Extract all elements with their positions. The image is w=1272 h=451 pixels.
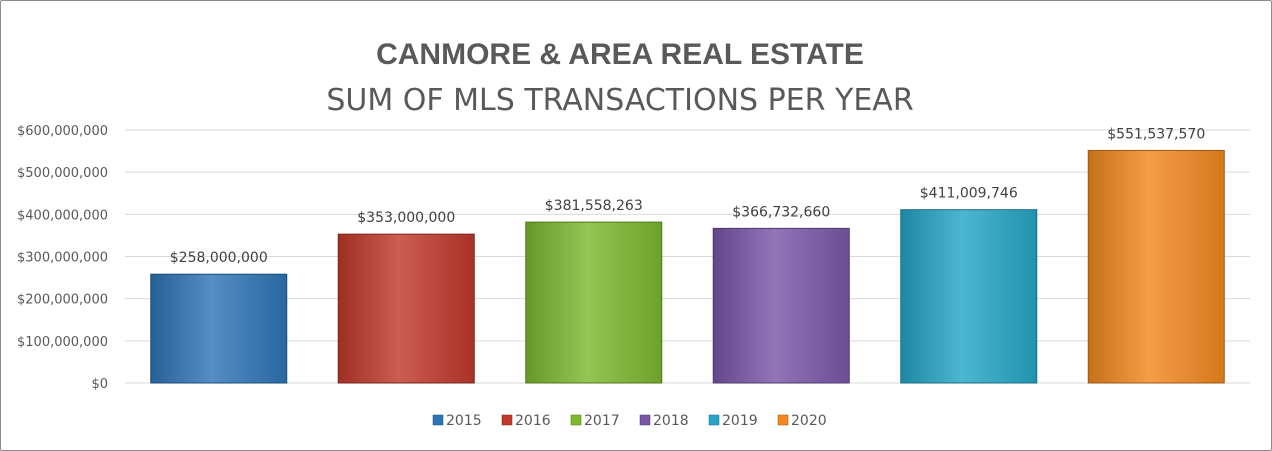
bar-2017: [525, 221, 663, 384]
bar-2018: [712, 227, 850, 384]
chart-subtitle: SUM OF MLS TRANSACTIONS PER YEAR: [326, 83, 913, 118]
y-tick-label: $400,000,000: [17, 208, 108, 223]
bar-2019: [900, 209, 1038, 384]
data-label-2019: $411,009,746: [920, 186, 1018, 202]
legend-swatch-2016: [501, 414, 513, 426]
data-label-2018: $366,732,660: [732, 204, 830, 220]
bar-2015: [150, 273, 288, 384]
y-tick-label: $200,000,000: [17, 293, 108, 308]
y-axis-ticks: $0 $100,000,000 $200,000,000 $300,000,000 $4…: [17, 124, 108, 392]
bar-2016: [337, 233, 475, 384]
data-label-2017: $381,558,263: [545, 198, 643, 214]
data-label-2015: $258,000,000: [170, 250, 268, 266]
legend-swatch-2015: [432, 414, 444, 426]
y-tick-label: $500,000,000: [17, 166, 108, 181]
bars: [150, 149, 1225, 384]
legend-label-2017: 2017: [584, 413, 620, 429]
legend-label-2016: 2016: [515, 413, 551, 429]
legend: 2015 2016 2017 2018 2019 2020: [432, 413, 827, 429]
gridlines: [125, 129, 1250, 384]
legend-label-2020: 2020: [791, 413, 827, 429]
chart-title: CANMORE & AREA REAL ESTATE: [376, 38, 864, 71]
legend-swatch-2019: [708, 414, 720, 426]
legend-swatch-2018: [639, 414, 651, 426]
data-label-2016: $353,000,000: [357, 210, 455, 226]
y-tick-label: $300,000,000: [17, 251, 108, 266]
data-label-2020: $551,537,570: [1107, 126, 1205, 142]
bar-2020: [1087, 149, 1225, 384]
data-labels: $258,000,000 $353,000,000 $381,558,263 $366…: [170, 126, 1205, 266]
y-tick-label: $600,000,000: [17, 124, 108, 139]
legend-label-2019: 2019: [722, 413, 758, 429]
y-tick-label: $0: [91, 377, 108, 392]
legend-label-2018: 2018: [653, 413, 689, 429]
legend-swatch-2020: [777, 414, 789, 426]
y-tick-label: $100,000,000: [17, 335, 108, 350]
legend-label-2015: 2015: [446, 413, 482, 429]
legend-swatch-2017: [570, 414, 582, 426]
